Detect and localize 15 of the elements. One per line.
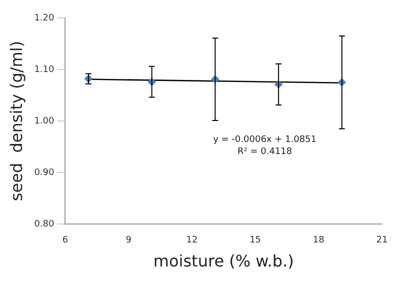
y-tick-label: 1.20 — [34, 13, 55, 24]
annotation: R² = 0.4118 — [237, 146, 292, 157]
x-tick-label: 6 — [62, 236, 68, 246]
x-tick-label: 21 — [376, 236, 388, 246]
x-tick-label: 18 — [312, 236, 325, 246]
annotation: y = -0.0006x + 1.0851 — [213, 134, 317, 145]
x-axis-title: moisture (% w.b.) — [153, 252, 294, 271]
y-tick-label: 1.00 — [34, 116, 55, 126]
y-axis-title: seed density (g/ml) — [6, 40, 26, 202]
y-tick-label: 0.90 — [34, 168, 55, 178]
x-tick-label: 9 — [126, 236, 132, 246]
y-tick-label: 1.10 — [34, 64, 55, 75]
x-tick-label: 12 — [186, 236, 198, 246]
y-tick-label: 0.80 — [34, 219, 55, 230]
x-tick-label: 15 — [250, 236, 262, 246]
